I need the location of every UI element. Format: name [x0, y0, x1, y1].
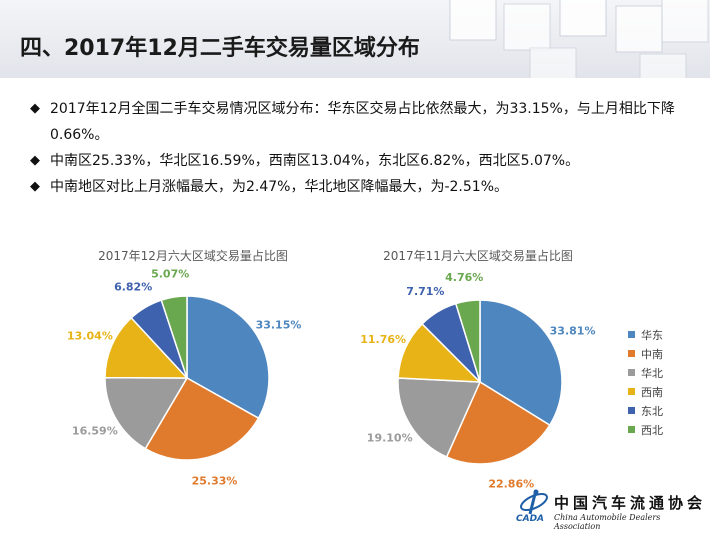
- legend-swatch-icon: [628, 426, 635, 433]
- data-label: 22.86%: [488, 477, 534, 490]
- logo-abbreviation: CADA: [516, 514, 545, 524]
- bullet-text: 中南区25.33%，华北区16.59%，西南区13.04%，东北区6.82%，西…: [50, 153, 580, 169]
- cada-logo: CADA 中国汽车流通协会 China Automobile Dealers A…: [512, 488, 707, 531]
- bullet-text: 中南地区对比上月涨幅最大，为2.47%，华北地区降幅最大，为-2.51%。: [50, 179, 508, 195]
- pie-slice: [445, 380, 551, 465]
- legend-item: 中南: [628, 344, 698, 363]
- legend-item: 西南: [628, 382, 698, 401]
- legend-item: 东北: [628, 401, 698, 420]
- legend-label: 西北: [641, 423, 663, 437]
- pie-slice: [397, 322, 482, 383]
- chart-title: 2017年11月六大区域交易量占比图: [383, 248, 573, 263]
- bullet-item: ◆ 中南区25.33%，华北区16.59%，西南区13.04%，东北区6.82%…: [28, 148, 688, 174]
- pie-slice: [144, 376, 260, 461]
- legend-label: 华北: [641, 366, 663, 380]
- legend-swatch-icon: [628, 369, 635, 376]
- chart-title: 2017年12月六大区域交易量占比图: [98, 248, 288, 263]
- pie-chart-2: 2017年11月六大区域交易量占比图 33.81% 22.86% 19.10% 11.7…: [360, 248, 595, 490]
- diamond-bullet-icon: ◆: [30, 153, 40, 168]
- header-banner: 四、2017年12月二手车交易量区域分布: [0, 0, 710, 78]
- pie-slice: [397, 377, 482, 458]
- header-decoration: [449, 0, 709, 78]
- legend-swatch-icon: [628, 350, 635, 357]
- data-label: 33.15%: [256, 318, 302, 331]
- pie-chart-1: 2017年12月六大区域交易量占比图 33.15% 25.33% 16.59% 13.0…: [67, 248, 301, 487]
- pie-slice: [186, 295, 270, 420]
- data-label: 11.76%: [360, 333, 406, 346]
- legend-label: 华东: [641, 328, 663, 342]
- bullet-list: ◆ 2017年12月全国二手车交易情况区域分布：华东区交易占比依然最大，为33.…: [28, 96, 688, 200]
- legend-item: 西北: [628, 420, 698, 439]
- data-label: 6.82%: [114, 281, 152, 294]
- legend-item: 华北: [628, 363, 698, 382]
- bullet-item: ◆ 中南地区对比上月涨幅最大，为2.47%，华北地区降幅最大，为-2.51%。: [28, 174, 688, 200]
- legend-swatch-icon: [628, 331, 635, 338]
- data-label: 33.81%: [550, 324, 596, 337]
- diamond-bullet-icon: ◆: [30, 179, 40, 194]
- data-label: 7.71%: [406, 285, 444, 298]
- legend-label: 中南: [641, 347, 663, 361]
- data-label: 16.59%: [72, 424, 118, 437]
- chart-legend: 华东 中南 华北 西南 东北 西北: [628, 325, 698, 439]
- diamond-bullet-icon: ◆: [30, 101, 40, 116]
- legend-label: 东北: [641, 404, 663, 418]
- data-label: 5.07%: [151, 267, 189, 280]
- cada-emblem-icon: [520, 489, 548, 515]
- pie-slice: [104, 316, 189, 379]
- legend-label: 西南: [641, 385, 663, 399]
- legend-swatch-icon: [628, 388, 635, 395]
- data-label: 25.33%: [192, 474, 238, 487]
- bullet-text: 2017年12月全国二手车交易情况区域分布：华东区交易占比依然最大，为33.15…: [50, 101, 675, 143]
- pie-slice: [454, 299, 481, 383]
- bullet-item: ◆ 2017年12月全国二手车交易情况区域分布：华东区交易占比依然最大，为33.…: [28, 96, 688, 148]
- data-label: 4.76%: [445, 271, 483, 284]
- pie-slice: [160, 295, 188, 379]
- data-label: 13.04%: [67, 329, 113, 342]
- legend-item: 华东: [628, 325, 698, 344]
- data-label: 19.10%: [367, 432, 413, 445]
- logo-name-en: China Automobile Dealers Association: [554, 513, 661, 531]
- pie-slice: [104, 376, 189, 450]
- page-title: 四、2017年12月二手车交易量区域分布: [20, 36, 420, 61]
- logo-name-cn: 中国汽车流通协会: [554, 494, 707, 512]
- legend-swatch-icon: [628, 407, 635, 414]
